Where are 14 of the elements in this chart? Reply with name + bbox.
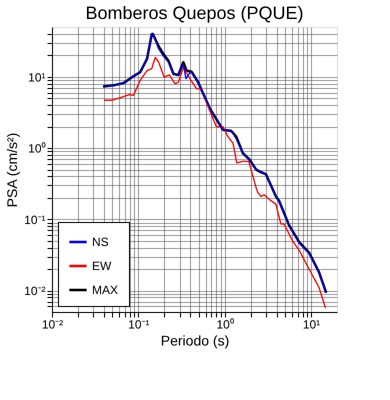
x-tick-label: 10¹ xyxy=(302,318,320,332)
y-tick-label: 10⁻¹ xyxy=(24,212,46,227)
y-tick-label: 10¹ xyxy=(28,70,46,84)
x-tick-label: 10⁰ xyxy=(216,318,234,332)
x-tick-label: 10⁻¹ xyxy=(128,318,150,332)
x-tick-label: 10⁻² xyxy=(42,318,64,332)
legend-label: MAX xyxy=(92,283,118,297)
y-axis-title: PSA (cm/s²) xyxy=(4,132,20,208)
x-axis-title: Periodo (s) xyxy=(160,332,230,348)
legend-label: EW xyxy=(92,259,112,273)
y-tick-label: 10⁰ xyxy=(28,142,46,156)
legend-label: NS xyxy=(92,235,109,249)
y-tick-label: 10⁻² xyxy=(24,284,46,298)
chart-title: Bomberos Quepos (PQUE) xyxy=(85,3,304,23)
